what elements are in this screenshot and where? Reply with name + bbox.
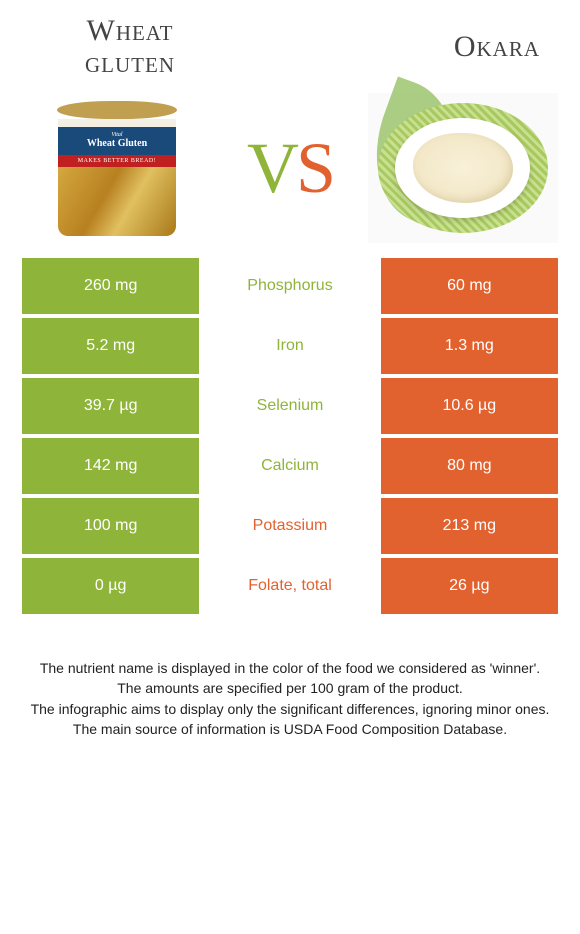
nutrient-name: Phosphorus (201, 258, 378, 314)
jar-label-big: Wheat Gluten (87, 138, 147, 149)
table-row: 260 mgPhosphorus60 mg (22, 258, 558, 314)
left-value: 39.7 µg (22, 378, 199, 434)
footer-notes: The nutrient name is displayed in the co… (0, 618, 580, 739)
vs-label: VS (247, 127, 333, 210)
left-value: 142 mg (22, 438, 199, 494)
nutrient-name: Calcium (201, 438, 378, 494)
table-row: 5.2 mgIron1.3 mg (22, 318, 558, 374)
nutrient-table: 260 mgPhosphorus60 mg5.2 mgIron1.3 mg39.… (22, 258, 558, 614)
left-value: 0 µg (22, 558, 199, 614)
left-food-image: Vital Wheat Gluten MAKES BETTER BREAD! (22, 93, 212, 243)
jar-label-red: MAKES BETTER BREAD! (58, 155, 176, 167)
footer-line-3: The infographic aims to display only the… (20, 699, 560, 719)
footer-line-4: The main source of information is USDA F… (20, 719, 560, 739)
left-food-title: Wheat gluten (40, 15, 220, 78)
table-row: 39.7 µgSelenium10.6 µg (22, 378, 558, 434)
right-value: 80 mg (381, 438, 558, 494)
table-row: 142 mgCalcium80 mg (22, 438, 558, 494)
right-value: 213 mg (381, 498, 558, 554)
right-food-title: Okara (360, 31, 540, 63)
right-value: 1.3 mg (381, 318, 558, 374)
right-value: 60 mg (381, 258, 558, 314)
left-value: 260 mg (22, 258, 199, 314)
table-row: 0 µgFolate, total26 µg (22, 558, 558, 614)
left-title-line1: Wheat (87, 14, 174, 47)
header: Wheat gluten Okara (0, 0, 580, 88)
vs-v: V (247, 128, 296, 208)
footer-line-2: The amounts are specified per 100 gram o… (20, 678, 560, 698)
nutrient-name: Iron (201, 318, 378, 374)
wheat-gluten-jar-icon: Vital Wheat Gluten MAKES BETTER BREAD! (57, 101, 177, 236)
right-value: 10.6 µg (381, 378, 558, 434)
left-value: 100 mg (22, 498, 199, 554)
left-title-line2: gluten (85, 46, 175, 79)
left-value: 5.2 mg (22, 318, 199, 374)
images-row: Vital Wheat Gluten MAKES BETTER BREAD! V… (0, 88, 580, 258)
nutrient-name: Selenium (201, 378, 378, 434)
footer-line-1: The nutrient name is displayed in the co… (20, 658, 560, 678)
nutrient-name: Potassium (201, 498, 378, 554)
vs-s: S (296, 128, 333, 208)
right-value: 26 µg (381, 558, 558, 614)
table-row: 100 mgPotassium213 mg (22, 498, 558, 554)
right-food-image (368, 93, 558, 243)
nutrient-name: Folate, total (201, 558, 378, 614)
okara-plate-icon (368, 93, 558, 243)
